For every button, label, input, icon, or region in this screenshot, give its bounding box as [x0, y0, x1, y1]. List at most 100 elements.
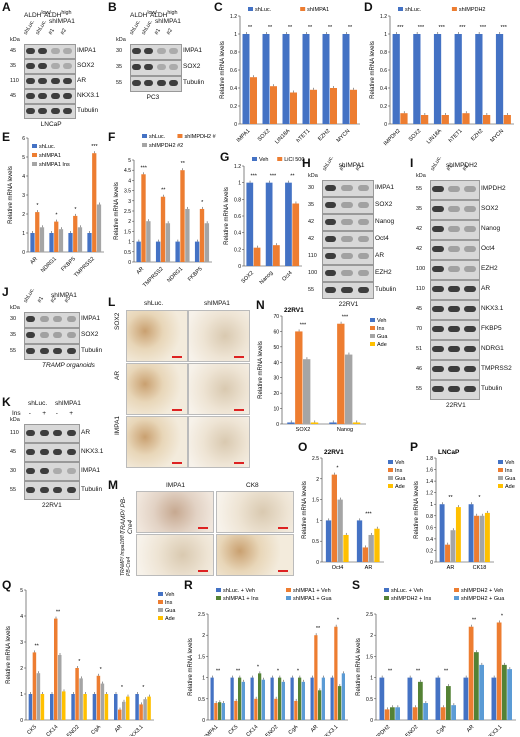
blot-group-label: shIMPA1	[49, 18, 75, 25]
significance-label: **	[181, 161, 186, 167]
bar	[160, 196, 166, 262]
significance-label: **	[161, 188, 166, 194]
bar	[73, 215, 78, 252]
bar	[28, 694, 33, 720]
significance-label: **	[448, 495, 453, 501]
band	[357, 269, 370, 276]
x-tick-label: Nanog	[337, 427, 353, 433]
significance-label: *	[501, 613, 504, 619]
y-tick-label: 1.5	[198, 654, 205, 660]
m-col-header-2: CK8	[246, 482, 259, 489]
bar	[421, 115, 429, 124]
blot-strip	[24, 59, 76, 74]
y-tick-label: 2.5	[366, 612, 373, 618]
band	[448, 306, 460, 312]
l-image-ar-shimpa1	[188, 363, 250, 415]
significance-label: *	[257, 664, 260, 670]
protein-label: EZH2	[375, 268, 392, 276]
bar	[474, 652, 479, 720]
band	[448, 206, 460, 212]
bar	[75, 668, 79, 720]
l-image-impa1-shluc	[126, 416, 188, 468]
significance-label: ***	[300, 322, 307, 328]
kda-value: 42	[416, 226, 423, 232]
bar	[214, 703, 218, 720]
y-tick-label: 1	[128, 240, 131, 246]
kda-value: 110	[10, 429, 19, 436]
y-tick-label: 0	[128, 260, 131, 266]
bar	[400, 113, 408, 124]
bar	[136, 241, 141, 262]
blot-group-label: shIMPA1	[338, 162, 365, 169]
bar	[58, 655, 62, 720]
bar	[303, 359, 311, 424]
significance-label: **	[348, 25, 353, 31]
band	[324, 184, 337, 191]
bar	[254, 698, 258, 720]
protein-label: IMPA1	[81, 315, 101, 322]
x-tick-label: TMPRSS2	[73, 256, 96, 279]
blot-top-label: shIMPA1	[55, 400, 81, 407]
band	[324, 252, 337, 259]
panel-letter-g: G	[220, 150, 230, 164]
legend-label: shIMPA1 Ins	[39, 162, 70, 168]
band	[26, 429, 36, 436]
band	[432, 346, 444, 352]
panel-letter-h: H	[302, 156, 311, 170]
significance-label: ***	[91, 144, 98, 150]
y-tick-label: 20	[273, 391, 279, 397]
panel-letter-s: S	[352, 578, 361, 592]
band	[144, 64, 154, 70]
bar	[146, 221, 151, 262]
kda-value: 110	[10, 77, 19, 84]
blot-strip	[322, 214, 374, 231]
significance-label: **	[35, 643, 40, 649]
y-tick-label: 1.2	[426, 491, 433, 497]
bar	[290, 677, 294, 720]
bar	[36, 673, 41, 720]
significance-label: *	[142, 685, 145, 691]
ins-label: Ins	[12, 410, 21, 417]
legend-label: Veh	[377, 318, 386, 324]
band	[156, 80, 166, 86]
lane-label: shLuc.	[22, 18, 36, 36]
band	[357, 184, 370, 191]
x-tick-label: SOX2	[408, 128, 423, 143]
kda-value: 100	[416, 266, 426, 272]
legend-swatch	[454, 588, 459, 592]
bar	[100, 683, 105, 720]
x-tick-label: NKX3.1	[127, 724, 145, 736]
protein-label: Tubulin	[481, 385, 503, 392]
significance-label: *	[100, 667, 103, 673]
significance-label: **	[388, 669, 393, 675]
legend-label: shLuc.	[149, 134, 166, 140]
bar	[484, 512, 490, 562]
panel-letter-a: A	[2, 0, 11, 14]
blot-strip	[322, 180, 374, 197]
legend-swatch	[384, 588, 389, 592]
band	[341, 269, 353, 276]
band	[25, 107, 35, 114]
band	[63, 62, 73, 69]
blot-group-label: shIMPA1	[51, 292, 77, 299]
blot-strip	[322, 265, 374, 282]
y-tick-label: 70	[273, 314, 279, 320]
chart-p: 0 0.2 0.4 0.6 0.8 1 1.2 1.4 1.6 1.8 Relative mRNA …	[414, 449, 516, 571]
legend-label: Ins	[165, 600, 173, 606]
bar	[395, 707, 400, 720]
blot-strip	[24, 328, 80, 344]
legend-swatch	[498, 476, 503, 480]
x-tick-label: AR	[310, 724, 320, 734]
bar	[285, 182, 292, 266]
band	[50, 107, 60, 114]
legend-swatch	[32, 162, 37, 166]
y-tick-label: 4	[128, 178, 131, 184]
bar	[338, 686, 342, 720]
x-tick-label: NDRG1	[40, 256, 58, 274]
band	[66, 316, 76, 322]
band	[357, 218, 370, 225]
lane-label: #1	[338, 163, 347, 172]
kda-value: 30	[308, 184, 315, 191]
x-tick-label: IMPDH2	[372, 724, 391, 736]
band	[432, 226, 444, 232]
